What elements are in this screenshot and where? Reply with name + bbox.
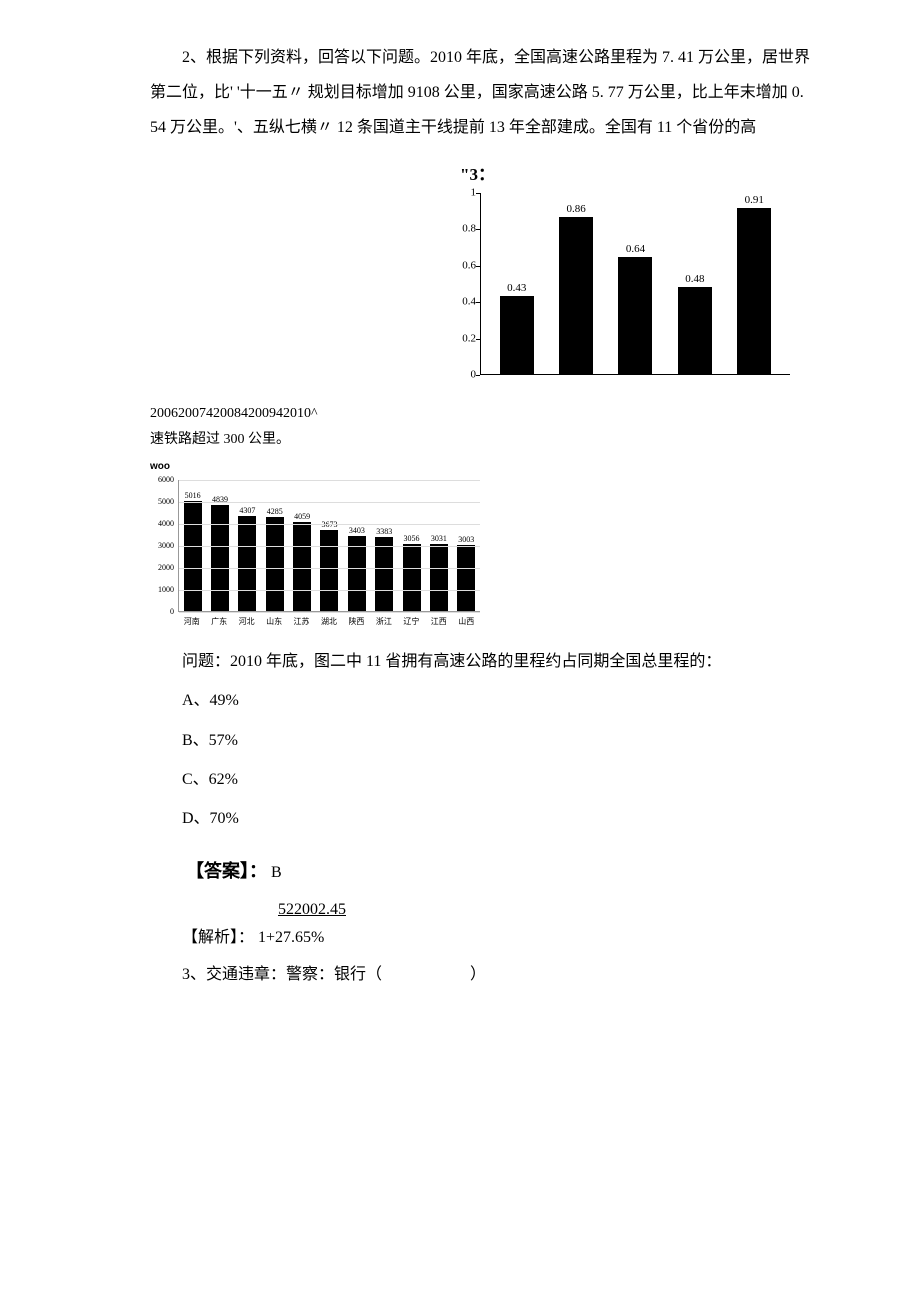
chart2-ytick: 2000	[150, 564, 174, 572]
chart2: 0100020003000400050006000 50164839430742…	[150, 480, 480, 630]
chart2-bar	[320, 530, 338, 611]
chart1-plot: 0.43 0.86 0.64 0.48 0.91	[480, 193, 790, 375]
chart1-bar-value: 0.48	[685, 274, 704, 285]
chart2-bar	[375, 537, 393, 611]
chart2-bar	[184, 501, 202, 611]
chart1-bar-value: 0.86	[566, 204, 585, 215]
chart2-bar-slot: 4839	[209, 496, 231, 611]
chart1-bar-slot: 0.43	[497, 283, 537, 374]
chart2-bar	[430, 544, 448, 611]
answer-block: 【答案】： B 522002.45 【解析】： 1+27.65%	[150, 852, 820, 949]
chart1-title: "3：	[460, 156, 820, 193]
chart1-bar-value: 0.43	[507, 283, 526, 294]
chart1-ytick: 0.8	[450, 224, 476, 235]
chart2-ytick: 3000	[150, 542, 174, 550]
chart2-xlabel: 河北	[236, 613, 258, 631]
q3-text: 3、交通违章：警察：银行（	[182, 966, 382, 983]
chart1-bar-slot: 0.64	[615, 244, 655, 373]
q3-suffix: ）	[470, 966, 486, 983]
chart2-ytick: 0	[150, 608, 174, 616]
chart2-xlabel: 广东	[208, 613, 230, 631]
chart1-bar-value: 0.91	[745, 195, 764, 206]
chart1-ytick: 0.6	[450, 260, 476, 271]
chart2-bar	[211, 505, 229, 611]
chart2-bar-value: 3403	[349, 527, 365, 535]
chart2-bar-slot: 4059	[291, 513, 313, 611]
chart2-bar-value: 4307	[239, 507, 255, 515]
chart2-xlabel: 辽宁	[400, 613, 422, 631]
chart1: 00.20.40.60.81 0.430.860.640.480.91	[450, 193, 790, 393]
chart2-bar-slot: 3673	[318, 521, 340, 611]
option-a: A、49%	[182, 683, 820, 718]
chart1-bar-slot: 0.91	[734, 195, 774, 374]
explain-denom: 1+27.65%	[258, 929, 324, 946]
chart2-ytick: 1000	[150, 586, 174, 594]
chart1-bar-slot: 0.48	[675, 274, 715, 374]
chart1-bar	[500, 296, 534, 374]
chart2-xlabel: 江苏	[291, 613, 313, 631]
chart1-bar-value: 0.64	[626, 244, 645, 255]
chart1-wrap: "3： 0 0.2 0.4 0.6 0.8 1 0.43 0.86 0.64 0.48 0.91	[150, 156, 820, 393]
chart2-xlabel: 河南	[181, 613, 203, 631]
chart2-bar	[238, 516, 256, 611]
chart2-bar-value: 3056	[404, 535, 420, 543]
mid-caption-2: 速铁路超过 300 公里。	[150, 425, 820, 456]
answer-value: B	[271, 864, 282, 881]
q2-question: 问题：2010 年底，图二中 11 省拥有高速公路的里程约占同期全国总里程的：	[150, 644, 820, 679]
q2-options: A、49% B、57% C、62% D、70%	[182, 683, 820, 836]
chart2-ytick: 5000	[150, 498, 174, 506]
chart2-prefix: woo	[150, 456, 820, 478]
chart2-xlabel: 浙江	[373, 613, 395, 631]
chart2-bar	[266, 517, 284, 611]
chart1-bar	[678, 287, 712, 374]
chart2-bar-slot: 5016	[182, 492, 204, 611]
chart2-bar-value: 3031	[431, 535, 447, 543]
q3-prompt: 3、交通违章：警察：银行（ ）	[150, 957, 820, 992]
chart2-xlabel: 山西	[455, 613, 477, 631]
explain-label: 【解析】：	[182, 929, 254, 946]
chart2-bar	[403, 544, 421, 611]
option-b: B、57%	[182, 723, 820, 758]
chart2-xlabel: 湖北	[318, 613, 340, 631]
chart1-bar-slot: 0.86	[556, 204, 596, 374]
chart1-ytick: 0.4	[450, 297, 476, 308]
chart2-bar	[348, 536, 366, 611]
chart2-bar-value: 3003	[458, 536, 474, 544]
chart2-bar-value: 3383	[376, 528, 392, 536]
chart2-bar-slot: 3003	[455, 536, 477, 611]
option-d: D、70%	[182, 801, 820, 836]
chart2-xlabel: 陕西	[345, 613, 367, 631]
chart1-ytick: 0	[450, 369, 476, 380]
option-c: C、62%	[182, 762, 820, 797]
chart2-plot: 5016 4839 4307 4285 4059 3673 3403 3383 3056 3031…	[178, 480, 480, 612]
chart2-xlabels: 河南广东河北山东江苏湖北陕西浙江辽宁江西山西	[178, 613, 480, 631]
chart2-ytick: 4000	[150, 520, 174, 528]
chart2-bar-slot: 3403	[346, 527, 368, 611]
chart2-bar-value: 5016	[185, 492, 201, 500]
chart1-bar	[559, 217, 593, 374]
chart2-bar-value: 4285	[267, 508, 283, 516]
chart2-bar-slot: 3383	[373, 528, 395, 611]
chart2-ytick: 6000	[150, 476, 174, 484]
chart2-bar	[457, 545, 475, 611]
answer-label: 【答案】：	[186, 861, 267, 881]
chart2-bar-slot: 4307	[236, 507, 258, 611]
chart2-xlabel: 江西	[428, 613, 450, 631]
chart2-xlabel: 山东	[263, 613, 285, 631]
chart2-bar	[293, 522, 311, 611]
explain-numerator: 522002.45	[278, 899, 346, 921]
chart1-bar	[618, 257, 652, 373]
chart1-ytick: 1	[450, 187, 476, 198]
q2-prompt: 2、根据下列资料，回答以下问题。2010 年底，全国高速公路里程为 7. 41 …	[150, 40, 820, 146]
chart1-bar	[737, 208, 771, 374]
chart2-bar-value: 3673	[321, 521, 337, 529]
chart2-bar-value: 4059	[294, 513, 310, 521]
chart1-ytick: 0.2	[450, 333, 476, 344]
mid-caption: 20062007420084200942010^	[150, 403, 820, 425]
